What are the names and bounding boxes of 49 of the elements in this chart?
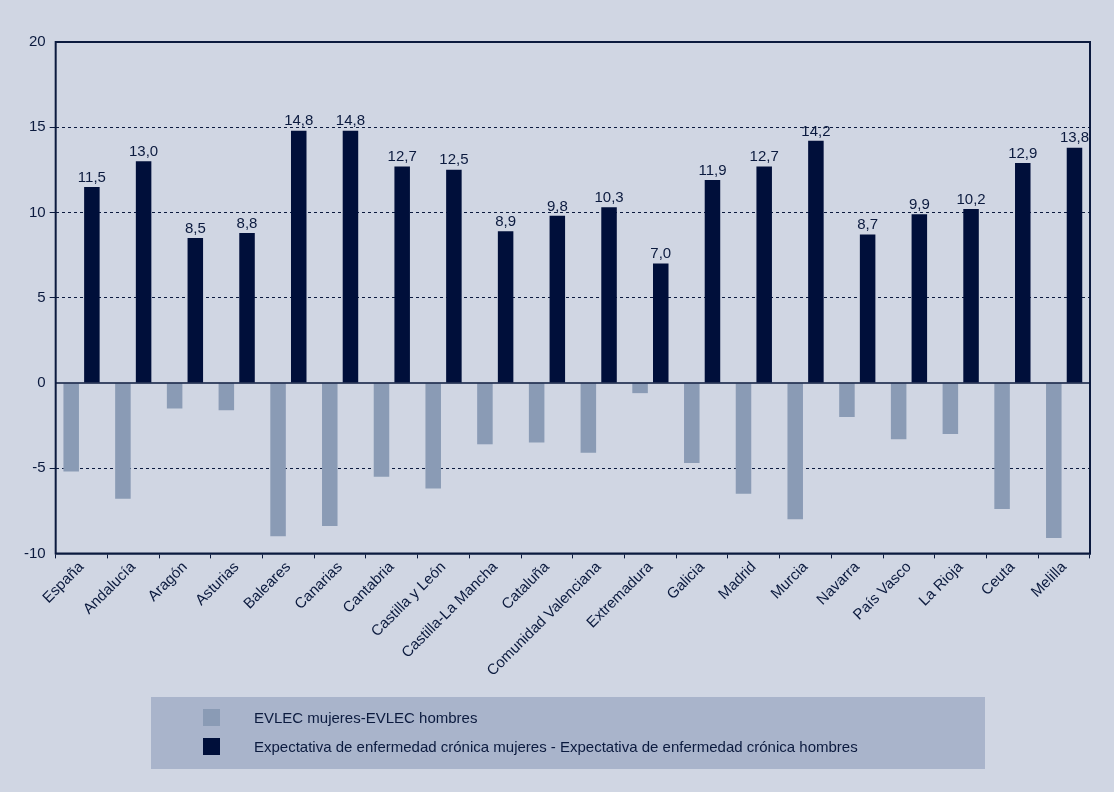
data-label: 7,0 bbox=[650, 244, 672, 262]
y-tick-label: -5 bbox=[32, 458, 46, 476]
bar bbox=[322, 383, 338, 527]
bar bbox=[218, 383, 235, 411]
bar bbox=[580, 383, 597, 453]
bar bbox=[787, 383, 803, 520]
data-label: 13,8 bbox=[1059, 128, 1090, 146]
data-label: 9,8 bbox=[546, 196, 568, 214]
bar bbox=[684, 383, 700, 464]
y-tick-label: 10 bbox=[28, 202, 46, 220]
data-label: 14,2 bbox=[801, 121, 831, 139]
bar bbox=[270, 383, 286, 537]
legend-label: EVLEC mujeres-EVLEC hombres bbox=[254, 709, 478, 726]
data-label: 12,7 bbox=[387, 147, 417, 165]
bar bbox=[528, 383, 545, 443]
bar bbox=[166, 383, 183, 409]
data-label: 12,9 bbox=[1008, 143, 1038, 161]
data-label: 10,2 bbox=[956, 189, 986, 207]
bar bbox=[477, 383, 493, 445]
legend-label: Expectativa de enfermedad crónica mujeres - Expectativa de enfermedad crónica hombres bbox=[254, 738, 858, 755]
bar bbox=[942, 383, 959, 435]
bar bbox=[839, 383, 855, 418]
bar bbox=[994, 383, 1010, 510]
data-label: 14,8 bbox=[284, 111, 314, 129]
data-label: 9,9 bbox=[908, 194, 930, 212]
y-tick-label: 5 bbox=[37, 287, 46, 305]
y-tick-label: 15 bbox=[28, 117, 46, 135]
bar bbox=[632, 383, 648, 394]
data-label: 13,0 bbox=[129, 141, 159, 159]
y-tick-label: 0 bbox=[37, 373, 46, 391]
data-label: 8,7 bbox=[857, 215, 879, 233]
data-label: 12,5 bbox=[439, 150, 469, 168]
data-label: 11,9 bbox=[698, 160, 727, 178]
data-label: 8,5 bbox=[184, 218, 206, 236]
bar bbox=[115, 383, 131, 499]
data-label: 10,3 bbox=[594, 187, 624, 205]
bar bbox=[890, 383, 907, 440]
bar bbox=[425, 383, 441, 489]
bar bbox=[735, 383, 752, 494]
data-label: 8,9 bbox=[495, 211, 517, 229]
y-tick-label: 20 bbox=[28, 32, 46, 50]
bar bbox=[63, 383, 79, 472]
data-label: 11,5 bbox=[77, 167, 106, 185]
data-label: 8,8 bbox=[236, 213, 258, 231]
y-tick-label: -10 bbox=[23, 543, 46, 561]
data-label: 14,8 bbox=[335, 111, 366, 129]
bar bbox=[1046, 383, 1062, 539]
data-label: 12,7 bbox=[749, 147, 779, 165]
bar bbox=[373, 383, 390, 477]
